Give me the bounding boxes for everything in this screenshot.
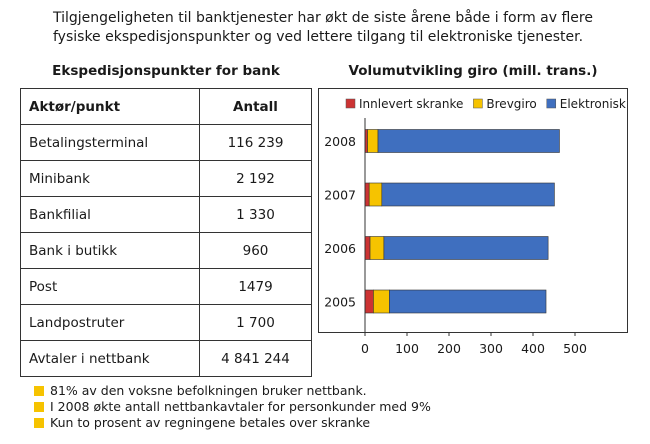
row-value: 2 192 bbox=[199, 160, 312, 197]
row-value: 1 700 bbox=[199, 304, 312, 341]
bar-segment bbox=[389, 289, 547, 314]
note-text: Kun to prosent av regningene betales ove… bbox=[50, 415, 371, 430]
legend-swatch bbox=[473, 98, 483, 109]
bullet-icon bbox=[34, 386, 44, 396]
note-item: 81% av den voksne befolkningen bruker ne… bbox=[34, 383, 431, 399]
note-text: 81% av den voksne befolkningen bruker ne… bbox=[50, 383, 367, 398]
bar-segment bbox=[369, 236, 385, 260]
bullet-icon bbox=[34, 418, 44, 428]
legend-swatch bbox=[345, 98, 356, 109]
bar-segment bbox=[373, 289, 390, 314]
chart-frame bbox=[318, 88, 628, 333]
table-row: Bank i butikk 960 bbox=[20, 232, 312, 269]
x-tick-label: 400 bbox=[521, 341, 545, 356]
intro-line-2: fysiske ekspedisjonspunkter og ved lette… bbox=[53, 29, 584, 45]
row-label: Post bbox=[20, 268, 200, 305]
intro-text: Tilgjengeligheten til banktjenester har … bbox=[53, 9, 613, 47]
row-value: 1479 bbox=[199, 268, 312, 305]
x-tick-label: 300 bbox=[479, 341, 503, 356]
row-value: 4 841 244 bbox=[199, 340, 312, 377]
x-tick-label: 0 bbox=[361, 341, 369, 356]
category-label: 2007 bbox=[324, 188, 356, 203]
row-value: 960 bbox=[199, 232, 312, 269]
legend-label: Elektronisk bbox=[560, 97, 626, 111]
row-label: Avtaler i nettbank bbox=[20, 340, 200, 377]
table-row: Minibank 2 192 bbox=[20, 160, 312, 197]
note-item: I 2008 økte antall nettbankavtaler for p… bbox=[34, 399, 431, 415]
row-label: Minibank bbox=[20, 160, 200, 197]
bar-segment bbox=[381, 182, 555, 207]
x-tick-label: 200 bbox=[437, 341, 461, 356]
table-row: Bankfilial 1 330 bbox=[20, 196, 312, 233]
header-count: Antall bbox=[199, 88, 312, 125]
notes-list: 81% av den voksne befolkningen bruker ne… bbox=[34, 383, 431, 431]
category-label: 2008 bbox=[324, 134, 356, 149]
legend-label: Innlevert skranke bbox=[359, 97, 463, 111]
x-tick-label: 100 bbox=[395, 341, 419, 356]
row-label: Landpostruter bbox=[20, 304, 200, 341]
table-title: Ekspedisjonspunkter for bank bbox=[52, 63, 280, 79]
table-row: Post 1479 bbox=[20, 268, 312, 305]
giro-volume-chart: Innlevert skranke Brevgiro Elektronisk 2008… bbox=[324, 97, 626, 356]
row-label: Betalingsterminal bbox=[20, 124, 200, 161]
category-label: 2006 bbox=[324, 241, 356, 256]
table-row: Landpostruter 1 700 bbox=[20, 304, 312, 341]
row-label: Bank i butikk bbox=[20, 232, 200, 269]
table-row: Avtaler i nettbank 4 841 244 bbox=[20, 340, 312, 377]
category-label: 2005 bbox=[324, 295, 356, 310]
bar-segment bbox=[364, 182, 370, 207]
x-tick-label: 500 bbox=[563, 341, 587, 356]
bar-segment bbox=[367, 129, 379, 153]
table-header-row: Aktør/punkt Antall bbox=[20, 88, 312, 125]
bar-segment bbox=[368, 182, 383, 207]
note-text: I 2008 økte antall nettbankavtaler for p… bbox=[50, 399, 431, 414]
bar-segment bbox=[377, 129, 560, 153]
table-row: Betalingsterminal 116 239 bbox=[20, 124, 312, 161]
row-label: Bankfilial bbox=[20, 196, 200, 233]
row-value: 116 239 bbox=[199, 124, 312, 161]
note-item: Kun to prosent av regningene betales ove… bbox=[34, 415, 431, 431]
bullet-icon bbox=[34, 402, 44, 412]
legend-label: Brevgiro bbox=[486, 97, 536, 111]
row-value: 1 330 bbox=[199, 196, 312, 233]
points-table: Aktør/punkt Antall Betalingsterminal 116… bbox=[20, 88, 312, 377]
legend-swatch bbox=[546, 98, 557, 109]
bar-segment bbox=[383, 236, 549, 260]
bar-segment bbox=[364, 289, 374, 314]
bar-segment bbox=[364, 236, 371, 260]
chart-title: Volumutvikling giro (mill. trans.) bbox=[348, 63, 598, 79]
header-actor: Aktør/punkt bbox=[20, 88, 200, 125]
intro-line-1: Tilgjengeligheten til banktjenester har … bbox=[53, 10, 593, 26]
